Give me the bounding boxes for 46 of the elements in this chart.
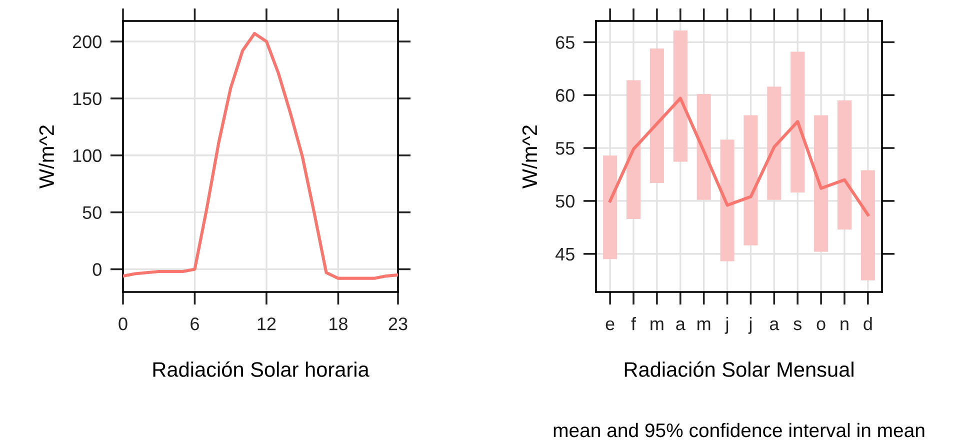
y-tick-label: 60 xyxy=(556,89,574,102)
y-tick-label: 200 xyxy=(72,35,102,48)
x-tick-label: j xyxy=(724,317,728,334)
line-series xyxy=(123,32,398,280)
x-tick-label: m xyxy=(650,320,664,330)
bar xyxy=(720,140,734,262)
bar xyxy=(673,30,688,162)
x-tick-label: j xyxy=(748,317,752,334)
line-series xyxy=(608,96,870,216)
bar xyxy=(696,94,711,200)
x-tick-label: a xyxy=(770,320,780,330)
y-tick-label: 65 xyxy=(556,36,574,49)
bar xyxy=(626,80,641,219)
x-tick-label: 18 xyxy=(330,317,348,330)
bar xyxy=(603,155,618,260)
x-tick-label: 6 xyxy=(190,317,199,330)
x-tick-label: m xyxy=(698,320,710,330)
x-tick-label: 12 xyxy=(258,317,276,330)
y-axis-title: W/m^2 xyxy=(38,125,54,188)
y-axis-title: W/m^2 xyxy=(522,125,538,188)
x-tick-label: s xyxy=(794,320,802,330)
x-tick-label: e xyxy=(606,320,614,330)
x-tick-label: f xyxy=(631,317,636,330)
x-axis-title: Radiación Solar horaria xyxy=(153,361,370,377)
y-tick-label: 150 xyxy=(73,92,102,106)
x-tick-label: a xyxy=(676,320,686,330)
x-axis-title: Radiación Solar Mensual xyxy=(624,361,854,377)
y-tick-label: 55 xyxy=(556,142,574,155)
y-tick-label: 100 xyxy=(73,149,102,162)
bar xyxy=(814,115,828,252)
bar xyxy=(650,48,664,183)
y-tick-label: 45 xyxy=(556,248,574,261)
x-tick-label: d xyxy=(864,317,872,330)
bar xyxy=(767,86,782,200)
bar xyxy=(860,170,875,280)
x-tick-label: o xyxy=(816,320,826,330)
y-tick-label: 0 xyxy=(92,263,102,276)
text: mean and 95% confidence interval in mean xyxy=(554,422,924,438)
bar xyxy=(837,100,852,230)
bar xyxy=(744,115,758,246)
y-tick-label: 50 xyxy=(556,194,574,208)
y-tick-label: 50 xyxy=(82,206,102,220)
x-tick-label: n xyxy=(840,320,848,330)
bar xyxy=(790,52,805,192)
x-tick-label: 23 xyxy=(388,317,408,330)
x-tick-label: 0 xyxy=(118,317,128,330)
